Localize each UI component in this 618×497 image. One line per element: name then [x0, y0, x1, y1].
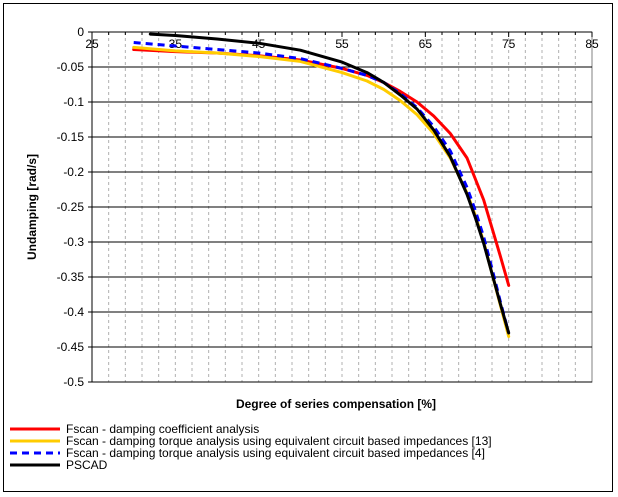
- legend-label-4: PSCAD: [66, 458, 108, 472]
- x-axis-title: Degree of series compensation [%]: [236, 397, 436, 411]
- y-tick-label: -0.5: [63, 375, 84, 389]
- legend: Fscan - damping coefficient analysisFsca…: [10, 422, 492, 472]
- y-tick-label: -0.3: [63, 235, 84, 249]
- y-tick-label: -0.35: [57, 270, 85, 284]
- x-tick-label: 35: [169, 37, 183, 51]
- x-tick-label: 75: [502, 37, 516, 51]
- series-line-4: [148, 32, 511, 335]
- y-tick-label: -0.4: [63, 305, 84, 319]
- x-tick-label: 55: [335, 37, 349, 51]
- y-tick-label: -0.05: [57, 60, 85, 74]
- x-tick-label: 65: [419, 37, 433, 51]
- y-tick-label: -0.1: [63, 95, 84, 109]
- legend-label-1: Fscan - damping coefficient analysis: [66, 422, 259, 436]
- y-axis-title: Undamping [rad/s]: [25, 154, 39, 260]
- legend-label-3: Fscan - damping torque analysis using eq…: [66, 446, 485, 460]
- tick-labels: 25 35 45 55 65 75 850-0.05-0.1-0.15-0.2-0.25-0…: [57, 25, 599, 389]
- series-layer: [132, 32, 511, 338]
- y-tick-label: -0.25: [57, 200, 85, 214]
- x-tick-label: 85: [585, 37, 599, 51]
- y-tick-label: 0: [77, 25, 84, 39]
- y-tick-label: -0.2: [63, 165, 84, 179]
- axes-layer: [88, 31, 593, 383]
- y-tick-label: -0.45: [57, 340, 85, 354]
- series-line-3: [133, 41, 511, 334]
- grid-layer: [92, 32, 592, 383]
- y-tick-label: -0.15: [57, 130, 85, 144]
- legend-label-2: Fscan - damping torque analysis using eq…: [66, 434, 492, 448]
- x-tick-label: 25: [85, 37, 99, 51]
